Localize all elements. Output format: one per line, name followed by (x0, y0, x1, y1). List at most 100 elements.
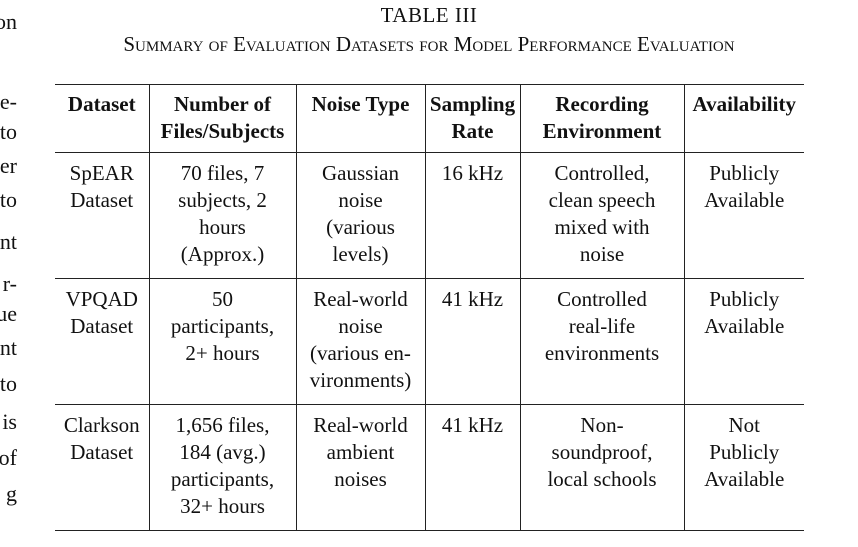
cell-line: Available (704, 467, 785, 491)
cell-line: Sampling (429, 92, 516, 116)
cell-line: Clarkson (63, 413, 140, 437)
left-text-fragment: to (0, 187, 17, 212)
table-cell: Clarkson Dataset (55, 405, 149, 531)
cell-line: local schools (547, 467, 657, 491)
cell-line: levels) (332, 242, 389, 266)
cell-line: Number of (173, 92, 272, 116)
left-text-fragment: nt (0, 335, 17, 360)
left-text-fragment: ue (0, 301, 17, 326)
left-text-fragment: e- (0, 89, 17, 114)
cell-line: Publicly (709, 161, 780, 185)
table-cell: 70 files, 7 subjects, 2 hours (Approx.) (148, 152, 296, 279)
cell-line: (various en- (310, 341, 411, 365)
table-cell: Controlled real-life environments (519, 278, 684, 405)
cell-line: ambient (326, 440, 395, 464)
table-cell: VPQAD Dataset (55, 279, 149, 405)
cell-line: 41 kHz (441, 287, 504, 311)
cell-line: 70 files, 7 (180, 161, 265, 185)
cell-line: Environment (542, 119, 662, 143)
evaluation-datasets-table: Dataset Number of Files/Subjects Noise Type… (55, 84, 804, 531)
cell-line: noise (338, 188, 383, 212)
cell-line: environments (544, 341, 660, 365)
table-cell: Publicly Available (683, 152, 804, 279)
table-cell: Gaussian noise (various levels) (295, 152, 425, 279)
cell-line: Gaussian (322, 161, 399, 185)
cell-line: real-life (568, 314, 636, 338)
cell-line: clean speech (548, 188, 656, 212)
left-text-fragment: er (0, 153, 17, 178)
table-row: SpEAR Dataset 70 files, 7 subjects, 2 hours (… (55, 152, 804, 279)
cell-line: 50 (212, 287, 233, 311)
left-text-fragment: to (0, 119, 17, 144)
table-row: VPQAD Dataset 50 participants, 2+ hours Real-… (55, 278, 804, 405)
cell-line: vironments) (309, 368, 412, 392)
left-text-fragment: is (2, 409, 17, 434)
cell-line: Availability (692, 92, 796, 116)
table-body: SpEAR Dataset 70 files, 7 subjects, 2 hours (… (55, 152, 804, 531)
table-cell: 50 participants, 2+ hours (148, 278, 296, 405)
cell-line: noise (579, 242, 625, 266)
cell-line: Publicly (709, 287, 780, 311)
column-header: Recording Environment (519, 84, 684, 153)
cell-line: 32+ hours (180, 494, 265, 518)
left-text-fragment: nt (0, 229, 17, 254)
cell-line: SpEAR (69, 161, 134, 185)
cell-line: Publicly (709, 440, 780, 464)
table-cell: Real-world noise (various en-vironments) (295, 278, 425, 405)
cell-line: Non- (580, 413, 624, 437)
cell-line: (Approx.) (180, 242, 265, 266)
cell-line: mixed with (554, 215, 650, 239)
table-caption: Summary of Evaluation Datasets for Model… (123, 32, 735, 56)
cell-line: (various (326, 215, 395, 239)
table-label: TABLE III (380, 3, 478, 27)
cell-line: Dataset (70, 188, 134, 212)
cell-line: 184 (avg.) (179, 440, 266, 464)
column-header: Dataset (55, 85, 149, 153)
cell-line: hours (199, 215, 246, 239)
cell-line: Real-world (313, 287, 408, 311)
table-header-row: Dataset Number of Files/Subjects Noise Type… (55, 84, 804, 153)
left-column-text-fragments: on e-to er to nt r-ue nt to is of g (0, 0, 20, 547)
cell-line: Dataset (70, 440, 134, 464)
cell-line: participants, (170, 467, 275, 491)
column-header: Number of Files/Subjects (148, 84, 296, 153)
column-header: Sampling Rate (424, 84, 520, 153)
cell-line: 2+ hours (185, 341, 260, 365)
cell-line: Available (704, 314, 785, 338)
cell-line: VPQAD (65, 287, 138, 311)
cell-line: Not (728, 413, 761, 437)
left-text-fragment: to (0, 371, 17, 396)
table-row: Clarkson Dataset 1,656 files, 184 (avg.) par… (55, 404, 804, 531)
cell-line: Dataset (70, 314, 134, 338)
table-cell: 16 kHz (424, 152, 520, 279)
table-cell: 1,656 files, 184 (avg.) participants, 32+ h… (148, 404, 296, 531)
cell-line: Controlled, (554, 161, 650, 185)
cell-line: participants, (170, 314, 275, 338)
table-cell: Controlled, clean speech mixed with noise (519, 152, 684, 279)
cell-line: soundproof, (551, 440, 653, 464)
left-text-fragment: on (0, 9, 17, 34)
cell-line: 41 kHz (441, 413, 504, 437)
table-cell: Publicly Available (683, 278, 804, 405)
cell-line: Available (704, 188, 785, 212)
left-text-fragment: of (0, 445, 17, 470)
column-header: Noise Type (295, 84, 425, 153)
cell-line: noise (338, 314, 383, 338)
cell-line: Dataset (67, 92, 136, 116)
table-cell: Real-world ambient noises (295, 404, 425, 531)
table-cell: Non-soundproof, local schools (519, 404, 684, 531)
table-cell: 41 kHz (424, 278, 520, 405)
cell-line: Files/Subjects (160, 119, 285, 143)
cell-line: noises (334, 467, 387, 491)
cell-line: subjects, 2 (178, 188, 267, 212)
cell-line: 1,656 files, (175, 413, 270, 437)
left-text-fragment: g (6, 481, 17, 506)
table-cell: 41 kHz (424, 404, 520, 531)
cell-line: Recording (555, 92, 649, 116)
cell-line: Controlled (557, 287, 647, 311)
cell-line: Real-world (313, 413, 408, 437)
column-header: Availability (683, 84, 804, 153)
table-cell: Not Publicly Available (683, 404, 804, 531)
left-text-fragment: r- (2, 271, 17, 296)
cell-line: 16 kHz (441, 161, 504, 185)
